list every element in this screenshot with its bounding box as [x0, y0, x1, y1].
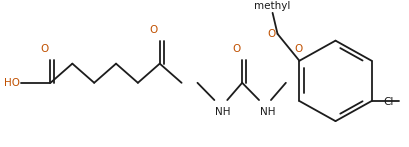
- Text: methyl: methyl: [254, 1, 291, 11]
- Text: O: O: [267, 29, 276, 39]
- Text: NH: NH: [260, 107, 276, 117]
- Text: O: O: [40, 44, 49, 54]
- Text: O: O: [294, 44, 303, 54]
- Text: O: O: [150, 25, 158, 35]
- Text: HO: HO: [4, 78, 20, 88]
- Text: O: O: [232, 44, 240, 54]
- Text: NH: NH: [216, 107, 231, 117]
- Text: Cl: Cl: [383, 97, 393, 107]
